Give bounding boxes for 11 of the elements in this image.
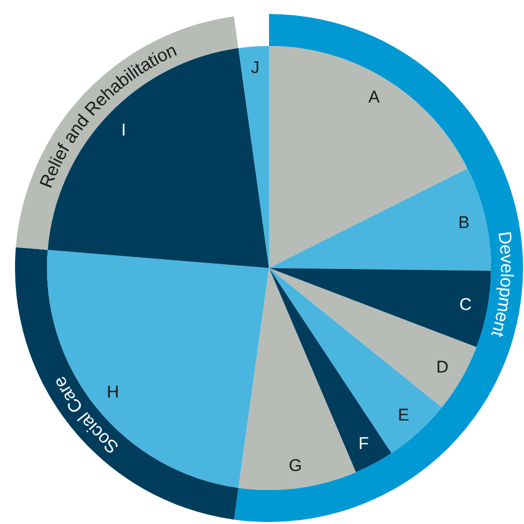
slice-label: B <box>458 212 470 232</box>
slice-label: H <box>106 382 120 402</box>
slice-label: J <box>250 58 260 78</box>
slice-label: D <box>436 357 449 376</box>
category-label: Development <box>487 230 518 340</box>
slice-label: I <box>121 120 126 140</box>
slice-label: G <box>288 456 302 475</box>
slice-label: A <box>368 87 380 106</box>
slice-label: E <box>398 406 410 425</box>
slice-label: F <box>358 434 369 453</box>
slice-label: C <box>459 295 472 314</box>
